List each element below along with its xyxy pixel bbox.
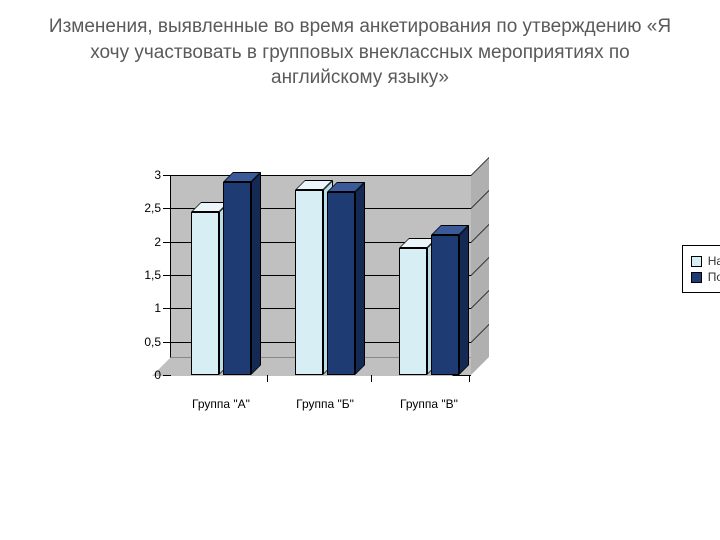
x-axis-label: Группа "А" xyxy=(192,397,250,411)
chart: 00,511,522,53 Группа "А"Группа "Б"Группа… xyxy=(120,175,620,425)
y-axis-label: 1 xyxy=(154,301,161,315)
plot-area: 00,511,522,53 Группа "А"Группа "Б"Группа… xyxy=(170,175,471,376)
y-tick xyxy=(163,242,171,243)
x-tick xyxy=(371,375,372,382)
y-axis-label: 0,5 xyxy=(144,335,161,349)
chart-title: Изменения, выявленные во время анкетиров… xyxy=(40,14,680,91)
x-axis-label: Группа "Б" xyxy=(296,397,354,411)
x-axis-label: Группа "В" xyxy=(400,397,458,411)
y-axis-label: 3 xyxy=(154,168,161,182)
bar xyxy=(431,235,459,375)
x-tick xyxy=(267,375,268,382)
y-tick xyxy=(163,175,171,176)
legend-swatch-icon xyxy=(691,256,702,267)
y-tick xyxy=(163,342,171,343)
bar xyxy=(295,190,323,375)
y-tick xyxy=(163,275,171,276)
y-axis-label: 2,5 xyxy=(144,201,161,215)
bar xyxy=(191,212,219,375)
bar xyxy=(223,182,251,375)
y-tick xyxy=(163,208,171,209)
y-tick xyxy=(163,375,171,376)
legend-item: Начальное xyxy=(691,254,720,268)
legend-swatch-icon xyxy=(691,272,702,283)
x-tick xyxy=(469,375,470,382)
legend-label: Повторное xyxy=(708,270,720,284)
bar xyxy=(327,192,355,375)
bar xyxy=(399,248,427,375)
y-axis-label: 0 xyxy=(154,368,161,382)
legend-label: Начальное xyxy=(708,254,720,268)
legend-item: Повторное xyxy=(691,270,720,284)
bars-layer xyxy=(171,175,471,375)
y-axis-label: 2 xyxy=(154,235,161,249)
y-tick xyxy=(163,308,171,309)
legend: Начальное Повторное xyxy=(682,245,720,293)
y-axis-label: 1,5 xyxy=(144,268,161,282)
